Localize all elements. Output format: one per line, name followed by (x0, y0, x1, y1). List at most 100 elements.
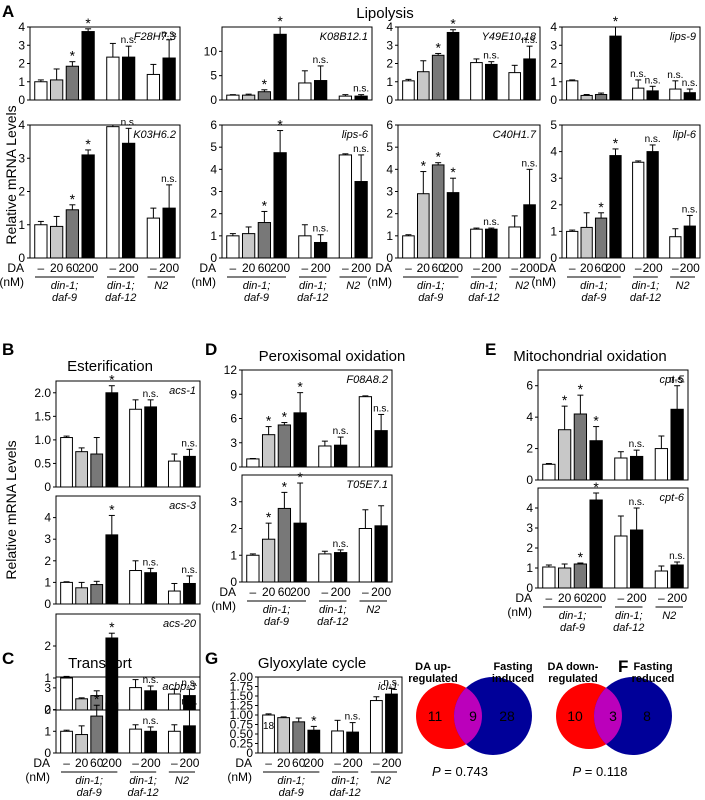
y-tick-label: 0 (386, 93, 393, 107)
da-label: DA (7, 261, 24, 275)
bar-count-label: 26 (275, 159, 287, 170)
bar (129, 570, 142, 605)
y-tick-label: 2 (210, 207, 217, 221)
bar (313, 80, 328, 101)
venn-p-value: P = 0.743 (432, 764, 488, 779)
bar (60, 581, 73, 605)
dose-label: 200 (351, 261, 371, 275)
gene-label: cpt-5 (660, 374, 685, 386)
group-label: din-1; (299, 280, 327, 292)
group-label: daf-12 (468, 292, 499, 304)
bar (162, 207, 176, 259)
significance-star: * (266, 413, 272, 429)
bar-count-label: 23 (106, 541, 118, 552)
bar (646, 90, 659, 101)
y-tick-label: 0 (44, 597, 51, 611)
y-tick-label: 1 (18, 218, 25, 232)
significance-ns: n.s. (483, 51, 499, 62)
panel-letter-c: C (2, 649, 14, 668)
significance-star: * (109, 673, 115, 689)
bar (167, 693, 181, 711)
y-tick-label: 3 (386, 38, 393, 52)
bar (358, 528, 373, 583)
bar (277, 507, 292, 583)
chart-t05e7-1: 0 1 2 3 T05E7.1 * * * 22 n.s. (230, 469, 393, 589)
y-tick-label: 1 (44, 671, 51, 685)
significance-star: * (85, 136, 91, 152)
significance-star: * (109, 619, 115, 635)
group-label: din-1; (417, 280, 445, 292)
significance-ns: n.s. (629, 439, 645, 450)
significance-ns: n.s. (522, 158, 538, 169)
significance-ns: n.s. (181, 438, 197, 449)
chart-cpt-6: 0 1 2 3 4 cpt-6 * * 24 n.s. n.s. (526, 479, 689, 595)
gene-label: K03H6.2 (133, 129, 176, 141)
group-label: N2 (515, 280, 529, 292)
y-tick-label: 0 (230, 460, 237, 474)
bar (90, 453, 104, 488)
group-label: din-1; (51, 280, 79, 292)
da-label: DA (515, 591, 532, 605)
bar (90, 715, 104, 754)
bar (34, 81, 48, 101)
y-tick-label: 0 (210, 251, 217, 265)
chart-f28h7-3: 0 1 2 3 4 F28H7.3 * * 19 n.s. n.s. (18, 15, 181, 107)
y-tick-label: 0 (18, 251, 25, 265)
bar (580, 94, 593, 101)
venn-left-label: DA up- (415, 661, 451, 673)
section-title-glyoxylate: Glyoxylate cycle (258, 655, 366, 672)
y-tick-label: 0.5 (34, 456, 51, 470)
y-tick-label: 1.0 (34, 433, 51, 447)
gene-label: lips-6 (342, 129, 369, 141)
y-tick-label: 1 (44, 724, 51, 738)
bar (144, 730, 158, 754)
significance-ns: n.s. (629, 497, 645, 508)
nm-unit-label: (nM) (191, 275, 216, 289)
group-label: daf-9 (52, 292, 77, 304)
chart-acs-1: 0 0.5 1.0 1.5 2.0 acs-1 * 20 n.s. n.s. (34, 372, 201, 494)
group-label: din-1; (263, 604, 291, 616)
dose-label: – (150, 261, 157, 275)
significance-star: * (578, 549, 584, 565)
y-tick-label: 2 (550, 57, 557, 71)
bar-count-label: 18 (263, 721, 275, 732)
panel-letter-a: A (2, 2, 14, 21)
group-label: din-1; (107, 280, 135, 292)
bar (557, 567, 572, 589)
bar (669, 236, 682, 259)
significance-star: * (70, 48, 76, 64)
bar (183, 725, 196, 754)
venn-right-label: induced (492, 673, 534, 685)
bar (34, 224, 48, 259)
nm-unit-label: (nM) (0, 275, 24, 289)
significance-ns: n.s. (669, 551, 685, 562)
significance-star: * (282, 478, 288, 494)
gene-label: cpt-6 (660, 492, 685, 504)
y-tick-label: 1 (386, 229, 393, 243)
significance-star: * (435, 149, 441, 165)
plot-frame (55, 676, 201, 754)
bar (485, 228, 498, 259)
da-label: DA (235, 756, 252, 770)
y-tick-label: 0 (386, 251, 393, 265)
chart-cpt-5: 0 2 4 6 cpt-5 * * * 23 n.s. n.s. (526, 369, 689, 487)
group-label: daf-12 (329, 787, 360, 799)
y-tick-label: 6 (386, 118, 393, 132)
y-tick-label: 5 (550, 118, 557, 132)
y-tick-label: 0 (44, 746, 51, 760)
y-tick-label: 0 (550, 251, 557, 265)
y-tick-label: 1 (230, 548, 237, 562)
y-tick-label: 1 (44, 575, 51, 589)
group-label: N2 (676, 280, 690, 292)
significance-star: * (297, 379, 303, 395)
gene-label: C40H1.7 (493, 129, 537, 141)
gene-label: acs-20 (163, 618, 197, 630)
bar (257, 222, 272, 259)
y-tick-label: 6 (210, 118, 217, 132)
group-label: daf-12 (127, 787, 158, 799)
significance-ns: n.s. (181, 678, 197, 689)
significance-star: * (94, 691, 100, 707)
significance-ns: n.s. (143, 716, 159, 727)
da-label: DA (199, 261, 216, 275)
bar (144, 406, 158, 488)
